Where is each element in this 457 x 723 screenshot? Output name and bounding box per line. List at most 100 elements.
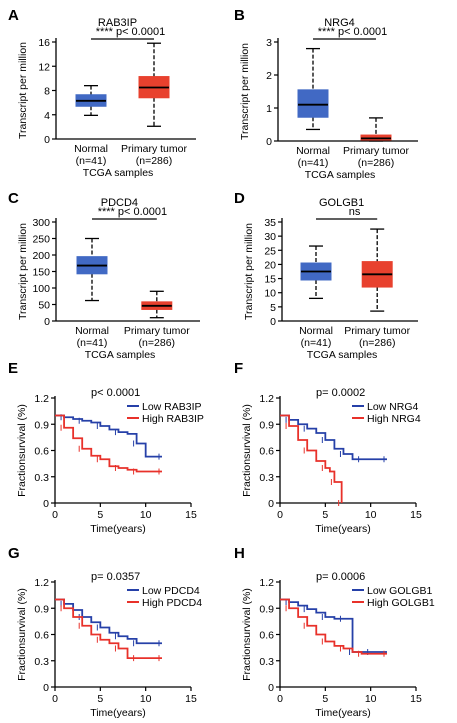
y-tick-label: 10 xyxy=(264,288,276,300)
y-tick-label: 0.6 xyxy=(259,630,274,642)
significance-label: ns xyxy=(349,206,361,218)
x-tick-label: 10 xyxy=(140,693,152,705)
y-tick-label: 0.9 xyxy=(34,419,49,431)
y-tick-label: 8 xyxy=(44,86,50,98)
category-label: Primary tumor xyxy=(121,143,187,155)
category-label: Normal xyxy=(74,143,108,155)
legend-label: Low PDCD4 xyxy=(142,585,200,597)
category-label: Normal xyxy=(75,325,109,337)
category-count: (n=286) xyxy=(136,155,172,167)
significance-label: **** p< 0.0001 xyxy=(98,206,167,218)
legend-label: Low GOLGB1 xyxy=(367,585,433,597)
survival-curve-high xyxy=(280,414,343,503)
x-tick-label: 5 xyxy=(322,509,328,521)
y-axis-label: Fractionsurvival (%) xyxy=(16,404,28,497)
y-tick-label: 0.6 xyxy=(34,630,49,642)
legend-label: High RAB3IP xyxy=(142,413,204,425)
y-axis-label: Transcript per million xyxy=(239,43,251,140)
p-value-label: p= 0.0002 xyxy=(316,387,365,399)
x-tick-label: 15 xyxy=(185,693,197,705)
y-tick-label: 1.2 xyxy=(34,577,49,589)
x-tick-label: 10 xyxy=(140,509,152,521)
legend-label: Low RAB3IP xyxy=(142,401,202,413)
y-tick-label: 0 xyxy=(43,498,49,510)
y-tick-label: 0.9 xyxy=(34,603,49,615)
p-value-label: p< 0.0001 xyxy=(91,387,140,399)
survival-curve-high xyxy=(55,598,162,660)
p-value-label: p= 0.0357 xyxy=(91,571,140,583)
x-tick-label: 0 xyxy=(52,693,58,705)
p-value-label: p= 0.0006 xyxy=(316,571,365,583)
y-tick-label: 0 xyxy=(268,498,274,510)
y-tick-label: 16 xyxy=(38,37,50,49)
x-axis-label: Time(years) xyxy=(315,523,371,535)
x-axis-label: TCGA samples xyxy=(85,349,156,361)
y-tick-label: 20 xyxy=(264,259,276,271)
y-tick-label: 15 xyxy=(264,274,276,286)
x-tick-label: 0 xyxy=(277,693,283,705)
y-axis-label: Fractionsurvival (%) xyxy=(16,588,28,681)
y-tick-label: 100 xyxy=(32,283,50,295)
x-axis-label: TCGA samples xyxy=(305,169,376,181)
y-axis-label: Fractionsurvival (%) xyxy=(241,588,253,681)
panel-label-a: A xyxy=(8,7,19,24)
y-tick-label: 35 xyxy=(264,217,276,229)
y-tick-label: 0 xyxy=(268,682,274,694)
chart-title: GOLGB1 xyxy=(319,197,364,209)
x-tick-label: 0 xyxy=(277,509,283,521)
y-tick-label: 0 xyxy=(44,134,50,146)
survival-curve-low xyxy=(280,414,387,461)
y-tick-label: 1.2 xyxy=(259,577,274,589)
y-tick-label: 0.3 xyxy=(34,472,49,484)
panel-label-e: E xyxy=(8,360,18,377)
x-tick-label: 10 xyxy=(365,693,377,705)
category-label: Primary tumor xyxy=(344,325,410,337)
category-label: Normal xyxy=(296,145,330,157)
y-tick-label: 150 xyxy=(32,267,50,279)
y-tick-label: 12 xyxy=(38,61,50,73)
category-label: Primary tumor xyxy=(343,145,409,157)
y-tick-label: 200 xyxy=(32,250,50,262)
x-tick-label: 5 xyxy=(97,509,103,521)
y-tick-label: 0.9 xyxy=(259,603,274,615)
survival-curve-low xyxy=(55,598,162,645)
y-tick-label: 2 xyxy=(266,70,272,82)
y-tick-label: 4 xyxy=(44,110,50,122)
panel-label-g: G xyxy=(8,545,20,562)
x-tick-label: 15 xyxy=(410,509,422,521)
category-label: Primary tumor xyxy=(124,325,190,337)
chart-title: NRG4 xyxy=(324,17,355,29)
y-tick-label: 250 xyxy=(32,234,50,246)
y-tick-label: 1 xyxy=(266,103,272,115)
x-tick-label: 10 xyxy=(365,509,377,521)
survival-curve-low xyxy=(55,414,162,458)
category-label: Normal xyxy=(299,325,333,337)
y-tick-label: 0.3 xyxy=(34,656,49,668)
y-tick-label: 0.3 xyxy=(259,656,274,668)
legend-label: High PDCD4 xyxy=(142,597,202,609)
x-tick-label: 15 xyxy=(410,693,422,705)
y-tick-label: 0.6 xyxy=(34,446,49,458)
x-axis-label: TCGA samples xyxy=(83,167,154,179)
x-axis-label: Time(years) xyxy=(315,707,371,719)
y-axis-label: Fractionsurvival (%) xyxy=(241,404,253,497)
y-tick-label: 5 xyxy=(270,302,276,314)
panel-label-h: H xyxy=(234,545,245,562)
y-tick-label: 25 xyxy=(264,245,276,257)
x-tick-label: 15 xyxy=(185,509,197,521)
significance-label: **** p< 0.0001 xyxy=(318,26,387,38)
x-tick-label: 5 xyxy=(97,693,103,705)
y-tick-label: 300 xyxy=(32,217,50,229)
y-tick-label: 0 xyxy=(270,316,276,328)
y-axis-label: Transcript per million xyxy=(17,42,29,139)
survival-curve-low xyxy=(280,598,387,653)
category-count: (n=41) xyxy=(298,157,329,169)
y-tick-label: 0 xyxy=(43,682,49,694)
y-tick-label: 3 xyxy=(266,37,272,49)
panel-label-c: C xyxy=(8,190,19,207)
category-count: (n=41) xyxy=(77,337,108,349)
x-tick-label: 5 xyxy=(322,693,328,705)
chart-title: PDCD4 xyxy=(101,197,138,209)
panel-label-d: D xyxy=(234,190,245,207)
